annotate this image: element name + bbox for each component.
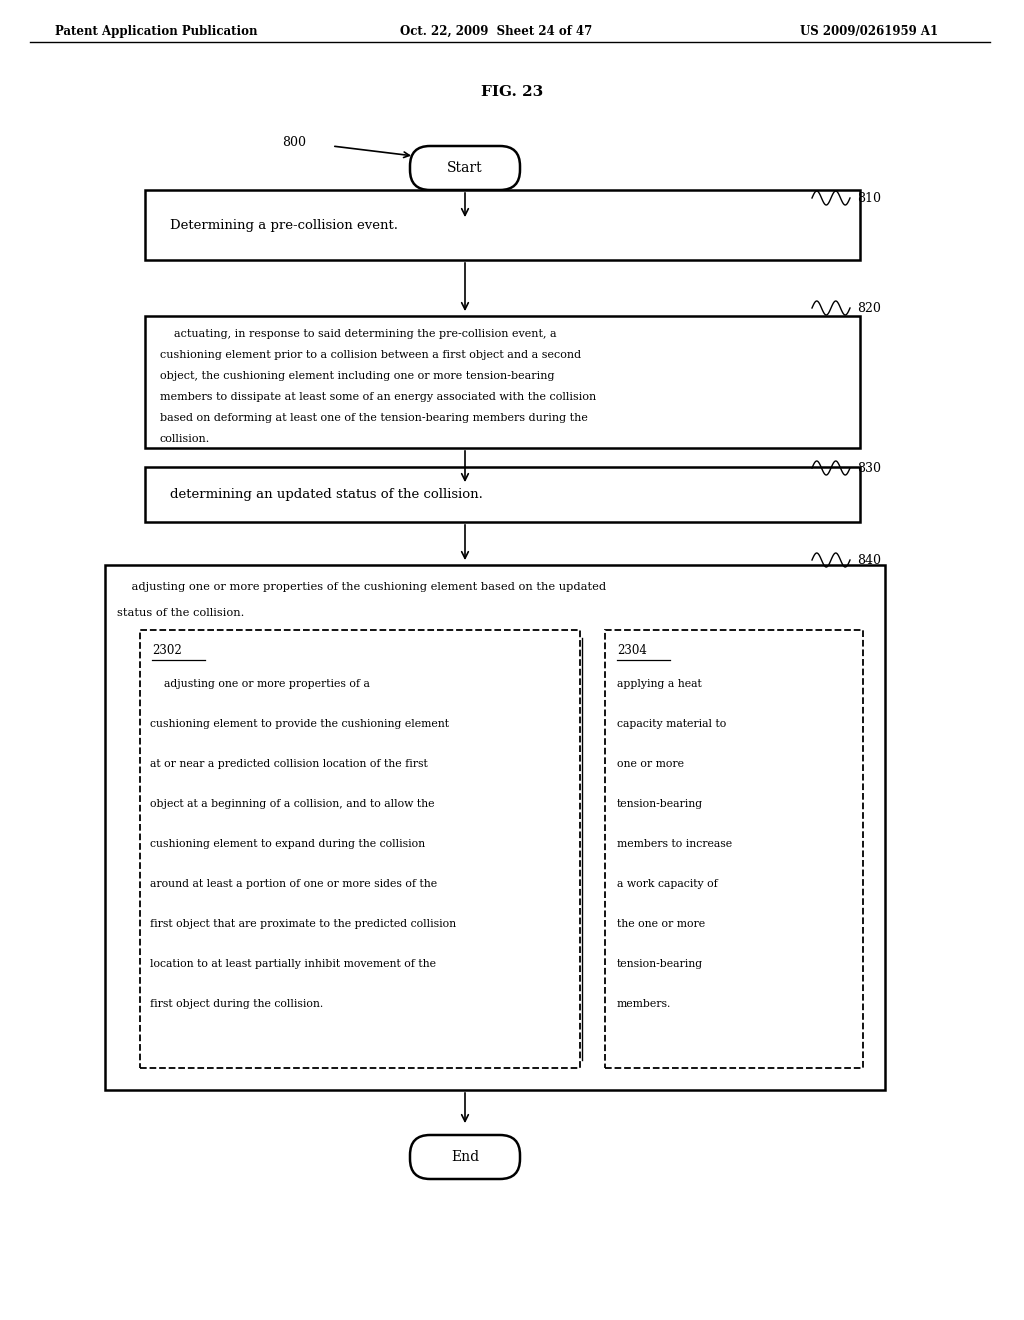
Text: adjusting one or more properties of the cushioning element based on the updated: adjusting one or more properties of the …	[117, 582, 606, 591]
Text: members to increase: members to increase	[617, 840, 732, 849]
Text: status of the collision.: status of the collision.	[117, 609, 245, 618]
Text: 2302: 2302	[152, 644, 181, 657]
Text: cushioning element prior to a collision between a first object and a second: cushioning element prior to a collision …	[160, 350, 582, 360]
Text: object at a beginning of a collision, and to allow the: object at a beginning of a collision, an…	[150, 799, 434, 809]
Text: 810: 810	[857, 191, 881, 205]
Text: members to dissipate at least some of an energy associated with the collision: members to dissipate at least some of an…	[160, 392, 596, 403]
Bar	[145, 315, 860, 447]
Text: Oct. 22, 2009  Sheet 24 of 47: Oct. 22, 2009 Sheet 24 of 47	[400, 25, 592, 38]
Text: 820: 820	[857, 301, 881, 314]
Text: 2304: 2304	[617, 644, 647, 657]
FancyBboxPatch shape	[410, 1135, 520, 1179]
Text: location to at least partially inhibit movement of the: location to at least partially inhibit m…	[150, 960, 436, 969]
Bar	[140, 630, 580, 1068]
Text: object, the cushioning element including one or more tension-bearing: object, the cushioning element including…	[160, 371, 555, 381]
Text: Determining a pre-collision event.: Determining a pre-collision event.	[170, 219, 398, 231]
Bar	[105, 565, 885, 1090]
Text: the one or more: the one or more	[617, 919, 706, 929]
Text: US 2009/0261959 A1: US 2009/0261959 A1	[800, 25, 938, 38]
Text: one or more: one or more	[617, 759, 684, 770]
Text: FIG. 23: FIG. 23	[481, 84, 543, 99]
Text: adjusting one or more properties of a: adjusting one or more properties of a	[150, 678, 370, 689]
Text: first object during the collision.: first object during the collision.	[150, 999, 324, 1008]
Text: tension-bearing: tension-bearing	[617, 960, 703, 969]
Text: actuating, in response to said determining the pre-collision event, a: actuating, in response to said determini…	[160, 329, 557, 339]
Text: End: End	[451, 1150, 479, 1164]
Text: around at least a portion of one or more sides of the: around at least a portion of one or more…	[150, 879, 437, 888]
Text: first object that are proximate to the predicted collision: first object that are proximate to the p…	[150, 919, 456, 929]
FancyBboxPatch shape	[410, 147, 520, 190]
Text: based on deforming at least one of the tension-bearing members during the: based on deforming at least one of the t…	[160, 413, 588, 422]
Text: capacity material to: capacity material to	[617, 719, 726, 729]
Bar	[605, 630, 863, 1068]
Text: members.: members.	[617, 999, 672, 1008]
Bar	[145, 467, 860, 521]
Text: a work capacity of: a work capacity of	[617, 879, 718, 888]
Text: at or near a predicted collision location of the first: at or near a predicted collision locatio…	[150, 759, 428, 770]
Text: Patent Application Publication: Patent Application Publication	[55, 25, 257, 38]
Text: applying a heat: applying a heat	[617, 678, 701, 689]
Text: cushioning element to expand during the collision: cushioning element to expand during the …	[150, 840, 425, 849]
Text: 840: 840	[857, 553, 881, 566]
Bar	[145, 190, 860, 260]
Text: determining an updated status of the collision.: determining an updated status of the col…	[170, 488, 483, 502]
Text: 830: 830	[857, 462, 881, 474]
Text: Start: Start	[447, 161, 482, 176]
Text: cushioning element to provide the cushioning element: cushioning element to provide the cushio…	[150, 719, 449, 729]
Text: 800: 800	[282, 136, 306, 149]
Text: tension-bearing: tension-bearing	[617, 799, 703, 809]
Text: collision.: collision.	[160, 434, 210, 444]
